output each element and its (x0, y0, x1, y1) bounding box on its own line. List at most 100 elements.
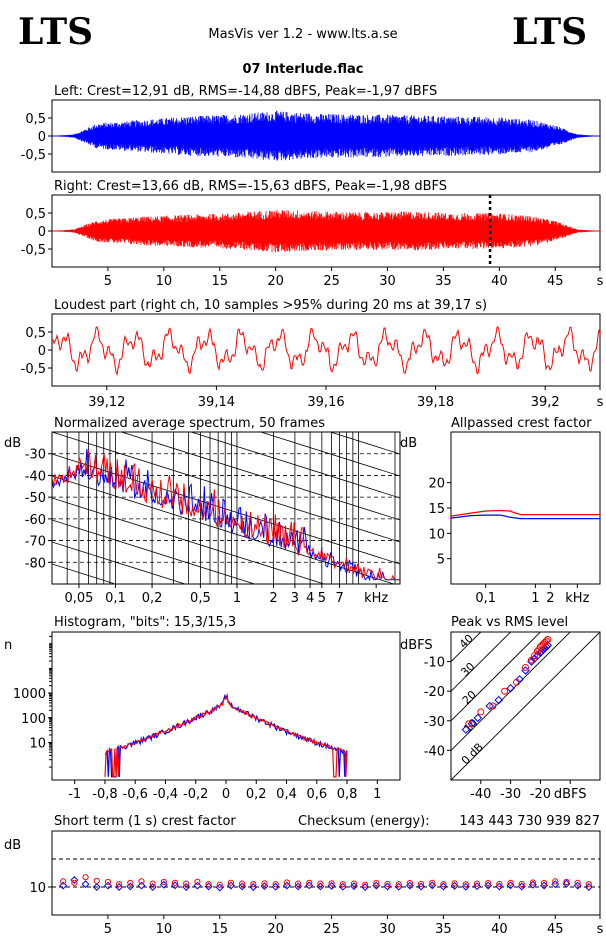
histogram-xtick-label: 0,2 (246, 787, 267, 802)
short-term-crest-point-left (473, 882, 481, 891)
short-term-crest-xtick-label: 35 (435, 922, 452, 937)
short-term-crest-point-right (261, 880, 268, 887)
average-spectrum-left-series (52, 448, 400, 582)
short-term-crest-point-left (316, 882, 325, 891)
average-spectrum-ytick-label: -40 (25, 469, 46, 484)
peak-vs-rms-point-left (461, 725, 471, 734)
short-term-crest-point-left (584, 883, 593, 891)
peak-vs-rms-point-left (485, 701, 494, 711)
peak-vs-rms-point-left (473, 713, 483, 723)
loudest-part-xtick-label: 39,12 (88, 395, 125, 410)
allpassed-crest-frame (450, 431, 601, 585)
short-term-crest-point-left (260, 882, 269, 891)
allpassed-crest-xtick-label: 0,1 (475, 591, 496, 606)
average-spectrum-right-series (52, 449, 400, 581)
short-term-crest-point-left (349, 882, 358, 891)
average-spectrum-slope-line (52, 234, 400, 344)
checksum-value: 143 443 730 939 827 (459, 814, 600, 829)
peak-vs-rms-ytick-label: -30 (424, 715, 445, 730)
left-waveform-ytick-label: -0,5 (21, 148, 46, 163)
peak-vs-rms-point-right (522, 664, 529, 672)
peak-vs-rms-point-right (501, 687, 509, 695)
short-term-crest-point-right (138, 878, 145, 885)
right-waveform-ytick-label: 0 (38, 225, 46, 240)
short-term-crest-point-right (339, 881, 346, 888)
short-term-crest-point-right (384, 880, 391, 888)
logo-right: LTS (512, 11, 587, 53)
short-term-crest-frame (51, 830, 601, 916)
short-term-crest-point-right (585, 881, 592, 888)
loudest-part-title: Loudest part (right ch, 10 samples >95% … (54, 298, 487, 313)
peak-vs-rms-crest-line (451, 632, 600, 780)
right-waveform-title: Right: Crest=13,66 dB, RMS=-15,63 dBFS, … (54, 179, 447, 194)
histogram-xtick-label: 0,8 (337, 787, 358, 802)
allpassed-crest-xtick-label: 2 (546, 591, 554, 606)
short-term-crest-xtick-label: 45 (547, 922, 564, 937)
histogram-ytick-label: 1000 (13, 687, 46, 702)
peak-vs-rms-crest-label: 20 (460, 688, 479, 707)
peak-vs-rms-xtick-label: dBFS (554, 787, 587, 802)
peak-rms-title: Peak vs RMS level (451, 615, 568, 630)
peak-vs-rms-xtick-label: -30 (500, 787, 521, 802)
short-term-crest-point-right (496, 880, 503, 888)
average-spectrum-xtick-label: 7 (335, 591, 343, 606)
short-term-crest-point-right (205, 881, 212, 888)
average-spectrum-xtick-label: kHz (364, 591, 388, 606)
peak-vs-rms-point-right (513, 678, 521, 686)
short-term-crest-point-left (484, 881, 493, 890)
loudest-part-ytick-label: -0,5 (21, 362, 46, 377)
short-term-crest-point-left (562, 879, 571, 888)
short-term-crest-point-left (372, 881, 381, 890)
short-term-crest-point-right (451, 880, 458, 887)
short-term-crest-point-right (473, 880, 481, 887)
short-term-crest-point-right (116, 881, 123, 888)
short-term-crest-point-right (317, 880, 324, 887)
histogram-xtick-label: 1 (373, 787, 381, 802)
short-term-crest-point-left (238, 882, 247, 891)
short-term-crest-point-right (127, 879, 134, 886)
checksum-label: Checksum (energy): (298, 814, 430, 829)
left-waveform-ytick-label: 0,5 (25, 112, 46, 127)
logo-left: LTS (18, 11, 93, 53)
average-spectrum-slope-line (52, 278, 400, 388)
short-term-crest-point-right (93, 877, 100, 884)
short-term-crest-point-right (306, 879, 313, 886)
short-term-crest-point-left (215, 883, 224, 892)
short-term-crest-point-left (573, 881, 582, 890)
short-term-crest-point-right (350, 880, 358, 887)
average-spectrum-slope-line (52, 541, 187, 584)
short-term-crest-xtick-label: 25 (323, 922, 340, 937)
short-term-crest-point-left (115, 883, 124, 891)
short-term-crest-point-right (183, 880, 190, 887)
allpassed-crest-ytick-label: 15 (428, 502, 445, 517)
short-term-crest-point-left (417, 882, 426, 891)
short-term-crest-point-left (92, 883, 101, 891)
average-spectrum-slope-line (52, 432, 400, 543)
histogram-ytick-label: 10 (29, 736, 46, 751)
short-term-crest-point-right (60, 878, 67, 885)
average-spectrum-frame (51, 431, 401, 585)
short-term-crest-point-right (373, 879, 380, 887)
histogram-ytick-label: 100 (21, 712, 46, 727)
right-waveform-ytick-label: 0,5 (25, 207, 46, 222)
peak-vs-rms-crest-label: 40 (457, 632, 476, 651)
short-term-crest-xtick-label: s (597, 922, 604, 937)
short-term-crest-point-right (171, 879, 179, 886)
left-waveform-signal (52, 110, 600, 161)
short-term-crest-point-right (272, 881, 279, 888)
peak-vs-rms-xtick-label: -20 (530, 787, 551, 802)
short-term-crest-point-left (461, 882, 470, 891)
right-waveform-xtick-label: 45 (547, 274, 564, 289)
allpassed-crest-ytick-label: 10 (428, 527, 445, 542)
short-term-crest-point-right (362, 881, 369, 888)
short-term-crest-point-left (394, 882, 403, 891)
short-term-crest-point-left (271, 882, 280, 891)
peak-vs-rms-crest-label: 0 dB (459, 740, 486, 767)
peak-vs-rms-xtick-label: -40 (470, 787, 491, 802)
short-term-crest-xtick-label: 20 (267, 922, 284, 937)
average-spectrum-xtick-label: 4 (306, 591, 314, 606)
short-term-crest-point-right (540, 879, 548, 887)
average-spectrum-xtick-label: 0,2 (142, 591, 163, 606)
average-spectrum-ytick-label: -80 (25, 556, 46, 571)
